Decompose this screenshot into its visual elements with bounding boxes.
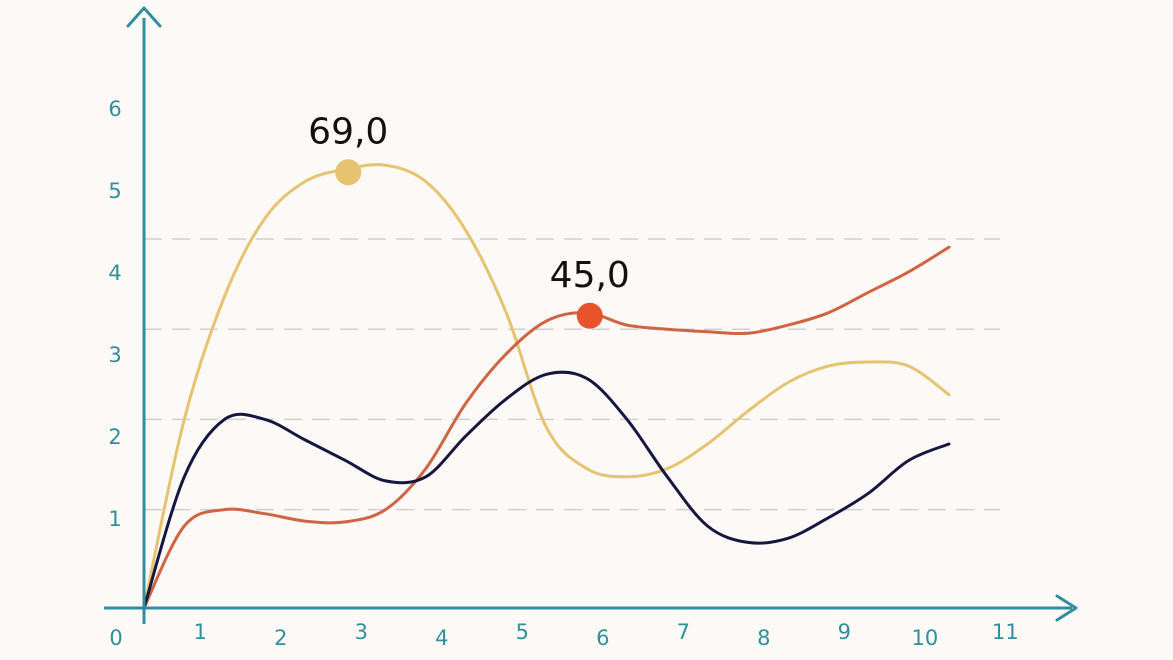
x-tick-label: 3 xyxy=(355,620,368,644)
gridlines xyxy=(144,238,1000,511)
series-line-orange xyxy=(142,245,951,610)
x-tick-label: 1 xyxy=(194,620,207,644)
x-tick-label: 10 xyxy=(911,626,938,650)
x-tick-label: 8 xyxy=(757,626,770,650)
x-tick-label: 6 xyxy=(596,626,609,650)
data-markers: 69,0 45,0 xyxy=(308,111,630,329)
y-tick-label: 1 xyxy=(108,507,121,531)
x-tick-label: 7 xyxy=(677,620,690,644)
x-tick-label: 2 xyxy=(274,626,287,650)
x-tick-label: 4 xyxy=(435,626,448,650)
y-tick-label: 4 xyxy=(108,261,121,285)
series-line-navy xyxy=(142,370,951,610)
series-lines xyxy=(142,163,951,610)
x-tick-label: 11 xyxy=(992,620,1019,644)
x-tick-label: 0 xyxy=(109,626,122,650)
y-tick-label: 2 xyxy=(108,425,121,449)
series-line-yellow xyxy=(142,163,951,610)
y-axis-arrowhead xyxy=(126,6,162,28)
data-marker xyxy=(335,159,362,186)
y-tick-label: 5 xyxy=(108,179,121,203)
data-label: 45,0 xyxy=(550,255,630,296)
x-tick-label: 9 xyxy=(838,620,851,644)
x-axis-arrowhead xyxy=(1055,594,1078,622)
y-tick-label: 6 xyxy=(108,97,121,121)
x-tick-label: 5 xyxy=(516,620,529,644)
data-label: 69,0 xyxy=(308,111,388,152)
data-marker xyxy=(576,302,603,329)
y-tick-label: 3 xyxy=(108,343,121,367)
